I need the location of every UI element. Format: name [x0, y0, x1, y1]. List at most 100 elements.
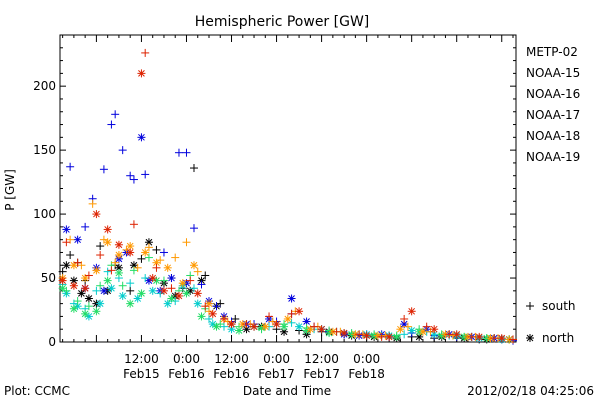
- data-point-north: [62, 225, 71, 234]
- data-point-south: [84, 302, 93, 311]
- data-point-north: [437, 331, 446, 340]
- data-point-north: [73, 235, 82, 244]
- data-point-south: [111, 110, 120, 119]
- data-point-south: [81, 222, 90, 231]
- data-point-north: [182, 289, 191, 298]
- data-point-south: [96, 251, 105, 260]
- data-point-south: [287, 309, 296, 318]
- data-point-south: [377, 332, 386, 341]
- data-point-north: [250, 322, 259, 331]
- legend-entry: NOAA-16: [526, 87, 580, 101]
- data-point-south: [508, 335, 517, 344]
- data-point-south: [182, 148, 191, 157]
- data-point-north: [189, 261, 198, 270]
- x-tick-date-label: Feb15: [123, 367, 160, 381]
- data-point-north: [452, 330, 461, 339]
- data-point-south: [400, 314, 409, 323]
- data-point-south: [96, 281, 105, 290]
- x-tick-date-label: Feb16: [168, 367, 205, 381]
- x-tick-time-label: 0:00: [263, 352, 290, 366]
- data-point-south: [107, 266, 116, 275]
- data-point-north: [69, 304, 78, 313]
- data-point-north: [430, 325, 439, 334]
- data-point-south: [88, 199, 97, 208]
- data-point-south: [189, 164, 198, 173]
- data-point-south: [103, 267, 112, 276]
- data-point-south: [126, 286, 135, 295]
- data-point-north: [302, 326, 311, 335]
- data-point-north: [475, 332, 484, 341]
- data-point-north: [227, 325, 236, 334]
- data-point-north: [69, 281, 78, 290]
- legend-entry: NOAA-17: [526, 108, 580, 122]
- data-point-north: [340, 329, 349, 338]
- series-noaa-18: [58, 199, 517, 344]
- legend: METP-02 NOAA-15 NOAA-16 NOAA-17 NOAA-18 NOAA-…: [526, 45, 580, 345]
- data-point-north: [126, 299, 135, 308]
- data-point-north: [407, 326, 416, 335]
- data-point-south: [107, 120, 116, 129]
- data-point-north: [385, 332, 394, 341]
- data-point-north: [362, 331, 371, 340]
- x-tick-date-label: Feb17: [303, 367, 340, 381]
- data-point-south: [66, 162, 75, 171]
- data-point-north: [77, 289, 86, 298]
- data-point-north: [141, 248, 150, 257]
- y-tick-label: 100: [33, 207, 56, 221]
- legend-north-label: north: [542, 331, 574, 345]
- data-point-south: [126, 171, 135, 180]
- footer-plot-source: Plot: CCMC: [4, 384, 70, 398]
- data-point-north: [137, 133, 146, 142]
- data-point-south: [66, 251, 75, 260]
- data-point-north: [287, 294, 296, 303]
- data-point-north: [84, 312, 93, 321]
- data-point-south: [62, 238, 71, 247]
- data-point-north: [163, 263, 172, 272]
- data-point-north: [396, 325, 405, 334]
- data-point-south: [141, 48, 150, 57]
- data-point-north: [178, 279, 187, 288]
- data-point-south: [73, 297, 82, 306]
- y-axis-label: P [GW]: [3, 169, 17, 211]
- legend-south-label: south: [542, 299, 576, 313]
- data-point-south: [84, 271, 93, 280]
- data-point-north: [84, 294, 93, 303]
- data-point-north: [133, 294, 142, 303]
- data-point-north: [193, 299, 202, 308]
- data-point-south: [129, 175, 138, 184]
- data-point-south: [355, 330, 364, 339]
- y-tick-label: 50: [41, 271, 56, 285]
- legend-south-symbol: [526, 302, 534, 310]
- data-point-south: [204, 314, 213, 323]
- data-point-north: [212, 322, 221, 331]
- data-point-north: [126, 248, 135, 257]
- data-point-north: [302, 317, 311, 326]
- data-point-north: [148, 274, 157, 283]
- data-point-south: [287, 318, 296, 327]
- data-point-south: [171, 253, 180, 262]
- data-point-north: [159, 286, 168, 295]
- data-point-north: [81, 284, 90, 293]
- data-point-south: [189, 224, 198, 233]
- data-point-north: [114, 240, 123, 249]
- data-point-north: [126, 242, 135, 251]
- series-noaa-15: [62, 110, 517, 345]
- x-tick-date-label: Feb17: [258, 367, 295, 381]
- data-point-north: [283, 314, 292, 323]
- data-point-north: [114, 251, 123, 260]
- y-tick-label: 150: [33, 143, 56, 157]
- data-point-south: [167, 284, 176, 293]
- data-point-south: [189, 284, 198, 293]
- data-point-south: [152, 263, 161, 272]
- x-tick-time-label: 0:00: [353, 352, 380, 366]
- series-noaa-19: [58, 48, 517, 344]
- data-point-south: [242, 320, 251, 329]
- data-point-south: [141, 274, 150, 283]
- data-point-south: [220, 314, 229, 323]
- data-point-north: [197, 312, 206, 321]
- data-point-south: [182, 238, 191, 247]
- data-point-north: [317, 325, 326, 334]
- y-tick-label: 0: [48, 335, 56, 349]
- data-point-north: [193, 289, 202, 298]
